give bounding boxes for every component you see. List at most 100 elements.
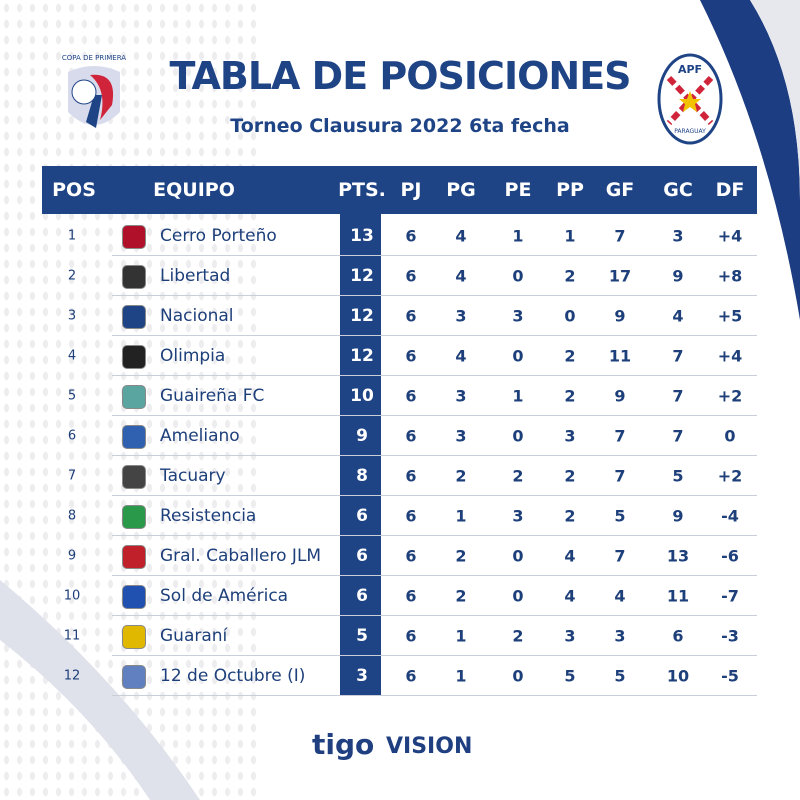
table-row: 6 Ameliano 9 6 3 0 3 7 7 0: [42, 416, 757, 456]
stat-gf: 7: [614, 226, 626, 246]
stat-pj: 6: [405, 626, 417, 646]
stat-gf: 7: [614, 426, 626, 446]
stat-pj: 6: [405, 426, 417, 446]
position: 6: [67, 428, 77, 444]
points: 13: [350, 226, 374, 246]
stat-gf: 4: [614, 586, 626, 606]
stat-gc: 3: [672, 226, 684, 246]
col-pj: PJ: [400, 179, 422, 201]
stat-df: -7: [721, 586, 739, 606]
table-row: 8 Resistencia 6 6 1 3 2 5 9 -4: [42, 496, 757, 536]
stat-pp: 2: [564, 346, 576, 366]
stat-pj: 6: [405, 306, 417, 326]
stat-pj: 6: [405, 226, 417, 246]
stat-pj: 6: [405, 266, 417, 286]
stat-pp: 4: [564, 586, 576, 606]
table-row: 1 Cerro Porteño 13 6 4 1 1 7 3 +4: [42, 216, 757, 256]
stat-pp: 2: [564, 266, 576, 286]
stat-pe: 0: [512, 586, 524, 606]
stat-pp: 2: [564, 466, 576, 486]
points: 6: [356, 506, 368, 526]
position: 4: [67, 348, 77, 364]
stat-gc: 13: [666, 546, 690, 566]
team-crest-icon: [122, 425, 146, 449]
points: 3: [356, 666, 368, 686]
page-subtitle: Torneo Clausura 2022 6ta fecha: [230, 115, 570, 137]
svg-text:APF: APF: [678, 63, 702, 76]
svg-text:COPA DE PRIMERA: COPA DE PRIMERA: [62, 54, 126, 62]
stat-df: -3: [721, 626, 739, 646]
points: 10: [350, 386, 374, 406]
apf-logo: APF PARAGUAY: [657, 53, 723, 145]
stat-gc: 11: [666, 586, 690, 606]
stat-df: +4: [717, 346, 743, 366]
stat-gc: 6: [672, 626, 684, 646]
table-header: POS EQUIPO PTS. PJ PG PE PP GF GC DF: [42, 166, 757, 214]
stat-pj: 6: [405, 466, 417, 486]
points: 12: [350, 346, 374, 366]
stat-pp: 2: [564, 506, 576, 526]
team-crest-icon: [122, 545, 146, 569]
table-row: 9 Gral. Caballero JLM 6 6 2 0 4 7 13 -6: [42, 536, 757, 576]
team-name: Cerro Porteño: [160, 226, 277, 246]
team-name: Resistencia: [160, 506, 257, 526]
col-pp: PP: [556, 179, 584, 201]
stat-gc: 9: [672, 506, 684, 526]
team-name: Gral. Caballero JLM: [160, 546, 322, 566]
stat-pe: 0: [512, 426, 524, 446]
stat-pg: 4: [455, 226, 467, 246]
stat-gc: 7: [672, 426, 684, 446]
position: 12: [63, 668, 81, 684]
team-name: Nacional: [160, 306, 234, 326]
stat-df: -4: [721, 506, 739, 526]
tigo-logo: tigo: [312, 728, 375, 761]
team-crest-icon: [122, 585, 146, 609]
stat-df: -6: [721, 546, 739, 566]
stat-pg: 4: [455, 346, 467, 366]
stat-gf: 9: [614, 306, 626, 326]
stat-gf: 7: [614, 546, 626, 566]
stat-gc: 10: [666, 666, 690, 686]
background-swoosh: [700, 0, 800, 320]
position: 7: [67, 468, 77, 484]
stat-pg: 3: [455, 306, 467, 326]
stat-gf: 5: [614, 506, 626, 526]
team-name: Olimpia: [160, 346, 226, 366]
stat-df: +5: [717, 306, 743, 326]
vision-logo: VISION: [386, 734, 473, 759]
stat-gc: 7: [672, 346, 684, 366]
stat-pj: 6: [405, 506, 417, 526]
points: 12: [350, 266, 374, 286]
stat-pg: 3: [455, 426, 467, 446]
stat-pe: 3: [512, 506, 524, 526]
stat-df: +2: [717, 386, 743, 406]
stat-pj: 6: [405, 546, 417, 566]
table-row: 11 Guaraní 5 6 1 2 3 3 6 -3: [42, 616, 757, 656]
points: 6: [356, 546, 368, 566]
table-row: 5 Guaireña FC 10 6 3 1 2 9 7 +2: [42, 376, 757, 416]
stat-pg: 2: [455, 466, 467, 486]
team-crest-icon: [122, 305, 146, 329]
team-crest-icon: [122, 625, 146, 649]
table-row: 10 Sol de América 6 6 2 0 4 4 11 -7: [42, 576, 757, 616]
table-row: 12 12 de Octubre (I) 3 6 1 0 5 5 10 -5: [42, 656, 757, 696]
position: 11: [63, 628, 81, 644]
points: 8: [356, 466, 368, 486]
page-title: TABLA DE POSICIONES: [169, 54, 631, 98]
team-crest-icon: [122, 265, 146, 289]
stat-gc: 5: [672, 466, 684, 486]
stat-gf: 7: [614, 466, 626, 486]
stat-df: 0: [724, 426, 736, 446]
col-gc: GC: [663, 179, 693, 201]
points: 6: [356, 586, 368, 606]
position: 2: [67, 268, 77, 284]
stat-pj: 6: [405, 586, 417, 606]
team-crest-icon: [122, 505, 146, 529]
position: 10: [63, 588, 81, 604]
stat-pe: 2: [512, 466, 524, 486]
points: 5: [356, 626, 368, 646]
team-name: 12 de Octubre (I): [160, 666, 306, 686]
stat-pj: 6: [405, 346, 417, 366]
stat-gf: 5: [614, 666, 626, 686]
background-swoosh: [0, 580, 200, 800]
